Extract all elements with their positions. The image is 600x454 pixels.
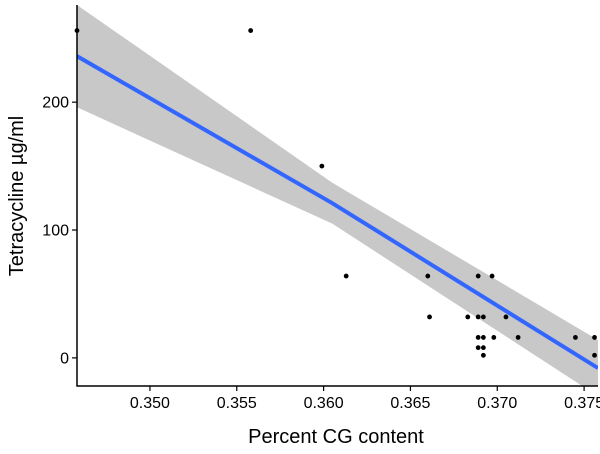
data-point [592, 352, 597, 358]
data-point [489, 273, 495, 279]
x-tick-label: 0.365 [390, 395, 430, 412]
x-tick-label: 0.375 [564, 395, 600, 412]
data-point [343, 273, 349, 279]
x-tick-label: 0.360 [304, 395, 344, 412]
data-point [480, 352, 486, 358]
y-tick-label: 200 [42, 95, 69, 112]
data-point [503, 314, 509, 320]
tick-labels: 0.350 0.355 0.360 0.365 0.370 0.375 0 100 200 [42, 95, 600, 412]
data-point [480, 335, 486, 340]
confidence-band [77, 5, 598, 386]
x-axis-title: Percent CG content [248, 426, 424, 448]
data-point [475, 314, 481, 320]
data-point [480, 314, 486, 320]
regression-line [77, 54, 598, 370]
axes [72, 5, 598, 391]
data-point [425, 273, 431, 279]
y-tick-label: 100 [42, 223, 69, 240]
data-point [515, 335, 521, 340]
data-point [491, 335, 497, 340]
y-tick-label: 0 [60, 350, 69, 367]
x-tick-label: 0.370 [477, 395, 517, 412]
data-points-layer [74, 28, 597, 358]
x-tick-label: 0.355 [217, 395, 257, 412]
confidence-band-layer [77, 5, 598, 386]
data-point [319, 163, 325, 169]
data-point [480, 345, 486, 351]
x-tick-label: 0.350 [130, 395, 170, 412]
data-point [475, 335, 481, 340]
regression-line-layer [77, 54, 598, 370]
data-point [573, 335, 578, 340]
y-axis-title: Tetracycline µg/ml [6, 116, 28, 276]
data-point [592, 335, 597, 340]
data-point [427, 314, 432, 320]
data-point [475, 273, 481, 279]
data-point [475, 345, 481, 351]
data-point [248, 28, 254, 33]
data-point [465, 314, 471, 320]
